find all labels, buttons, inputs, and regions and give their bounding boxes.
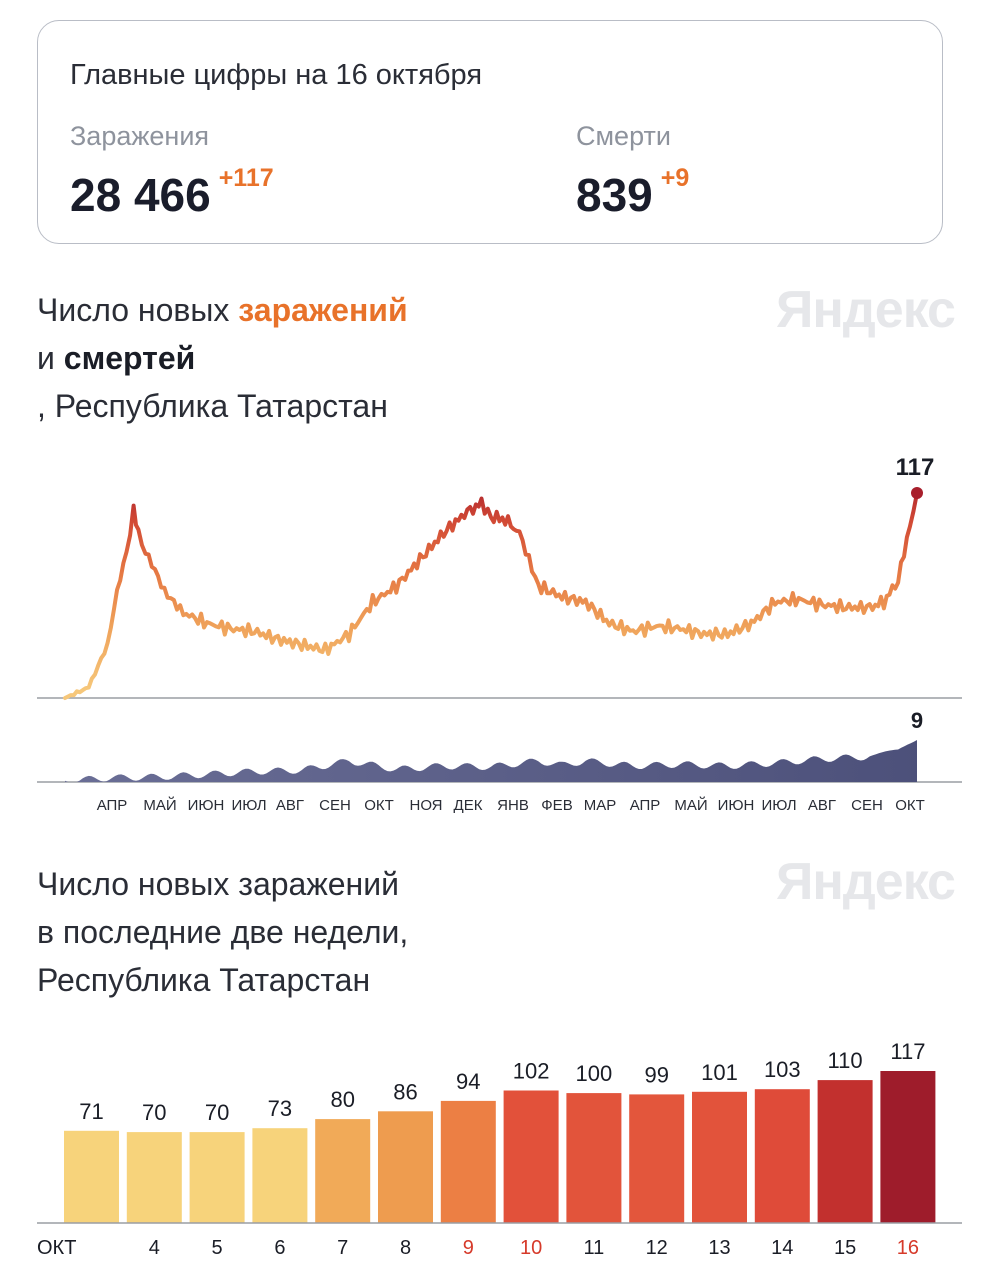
bar-category-label: 4 <box>149 1237 160 1259</box>
history-chart: 117 9 АПР МАЙ ИЮН ИЮЛ АВГ СЕН ОКТ НОЯ ДЕК ЯНВ ФЕВ М… <box>37 454 962 814</box>
bars-title-line3: Республика Татарстан <box>37 962 371 998</box>
bar <box>126 1132 182 1223</box>
bar-category-label: 5 <box>212 1237 223 1259</box>
bar-value-label: 102 <box>513 1059 550 1084</box>
x-tick-label: СЕН <box>851 797 883 814</box>
deaths-stat: Смерти 839 +9 <box>576 121 689 222</box>
bar-value-label: 100 <box>576 1061 613 1086</box>
x-tick-label: СЕН <box>319 797 351 814</box>
bars-group: 71 ОКТ 70 4 70 5 73 6 80 7 86 8 94 9 102 10 100 11 99 12 101… <box>37 1039 936 1259</box>
bar-category-label: 9 <box>463 1237 474 1259</box>
bar-value-label: 110 <box>828 1048 863 1073</box>
bar-category-label: 12 <box>646 1237 668 1259</box>
infections-label: Заражения <box>70 121 210 151</box>
bar <box>315 1119 371 1223</box>
deaths-value: 839 <box>576 169 653 221</box>
bar <box>440 1100 496 1223</box>
bar-category-label: 6 <box>274 1237 285 1259</box>
x-tick-label: ОКТ <box>364 797 394 814</box>
bar-category-label: 11 <box>584 1237 605 1259</box>
summary-title: Главные цифры на 16 октября <box>70 59 483 91</box>
bar-category-label: ОКТ <box>37 1237 76 1259</box>
bar-value-label: 70 <box>205 1100 229 1125</box>
history-title-and: и <box>37 340 64 376</box>
summary-card: Главные цифры на 16 октября Заражения 28… <box>37 20 943 244</box>
bar-value-label: 117 <box>890 1039 925 1064</box>
bar-value-label: 94 <box>456 1069 480 1094</box>
bar-category-label: 14 <box>771 1237 793 1259</box>
bar-value-label: 71 <box>79 1099 103 1124</box>
history-x-axis: АПР МАЙ ИЮН ИЮЛ АВГ СЕН ОКТ НОЯ ДЕК ЯНВ ФЕВ МАР АПР М… <box>97 796 925 814</box>
bar-value-label: 73 <box>268 1096 292 1121</box>
deaths-area <box>65 740 917 782</box>
x-tick-label: ИЮЛ <box>231 797 266 814</box>
bar <box>629 1094 685 1223</box>
x-tick-label: ФЕВ <box>541 797 572 814</box>
bar-value-label: 80 <box>330 1087 354 1112</box>
x-tick-label: ИЮЛ <box>761 797 796 814</box>
deaths-end-label: 9 <box>911 708 923 733</box>
history-title-deaths: смертей <box>63 340 196 376</box>
x-tick-label: ИЮН <box>188 797 225 814</box>
bar <box>503 1090 559 1223</box>
x-tick-label: ИЮН <box>718 797 755 814</box>
bar <box>64 1130 119 1223</box>
bar-value-label: 70 <box>142 1100 166 1125</box>
infections-end-label: 117 <box>896 454 935 481</box>
yandex-watermark: Яндекс <box>776 281 956 339</box>
bar-value-label: 99 <box>644 1062 668 1087</box>
bars-title-line2: в последние две недели, <box>37 914 409 950</box>
bar <box>566 1093 622 1223</box>
bar <box>378 1111 433 1223</box>
bar <box>880 1071 936 1223</box>
bar-value-label: 86 <box>393 1079 417 1104</box>
infections-delta: +117 <box>218 164 274 192</box>
bar <box>754 1089 810 1223</box>
bar-category-label: 8 <box>400 1237 411 1259</box>
x-tick-label: ДЕК <box>454 797 483 814</box>
deaths-label: Смерти <box>576 121 671 151</box>
x-tick-label: МАР <box>584 797 617 814</box>
x-tick-label: АВГ <box>808 797 836 814</box>
infections-line <box>63 491 919 700</box>
x-tick-label: НОЯ <box>409 797 442 814</box>
bar-category-label: 13 <box>708 1237 730 1259</box>
x-tick-label: АВГ <box>276 797 304 814</box>
bar <box>692 1091 747 1223</box>
x-tick-label: ЯНВ <box>497 797 529 814</box>
bar-category-label: 10 <box>520 1237 542 1259</box>
bar-category-label: 15 <box>834 1237 856 1259</box>
bar-category-label: 16 <box>897 1237 919 1259</box>
bars-chart-title: Число новых заражений в последние две не… <box>37 860 408 1004</box>
infections-stat: Заражения 28 466 +117 <box>70 121 274 222</box>
history-chart-title: Число новых заражений и смертей , Респуб… <box>37 286 408 430</box>
x-tick-label: АПР <box>630 797 661 814</box>
x-tick-label: ОКТ <box>895 797 925 814</box>
bars-title-line1: Число новых заражений <box>37 866 399 902</box>
deaths-delta: +9 <box>660 164 690 192</box>
history-title-prefix: Число новых <box>37 292 239 328</box>
bar-chart: 71 ОКТ 70 4 70 5 73 6 80 7 86 8 94 9 102 10 100 11 99 12 101… <box>37 1039 962 1259</box>
x-tick-label: МАЙ <box>143 796 176 814</box>
infections-end-marker <box>911 486 923 499</box>
bar-value-label: 103 <box>764 1057 801 1082</box>
yandex-watermark-2: Яндекс <box>776 853 956 911</box>
history-title-region: , Республика Татарстан <box>37 388 388 424</box>
bar <box>189 1132 245 1223</box>
bar <box>817 1080 873 1223</box>
bar-category-label: 7 <box>337 1237 348 1259</box>
history-title-infections: заражений <box>238 292 408 328</box>
bar-value-label: 101 <box>701 1060 738 1085</box>
x-tick-label: МАЙ <box>674 796 707 814</box>
x-tick-label: АПР <box>97 797 128 814</box>
bar <box>252 1128 308 1223</box>
infections-value: 28 466 <box>70 169 211 221</box>
